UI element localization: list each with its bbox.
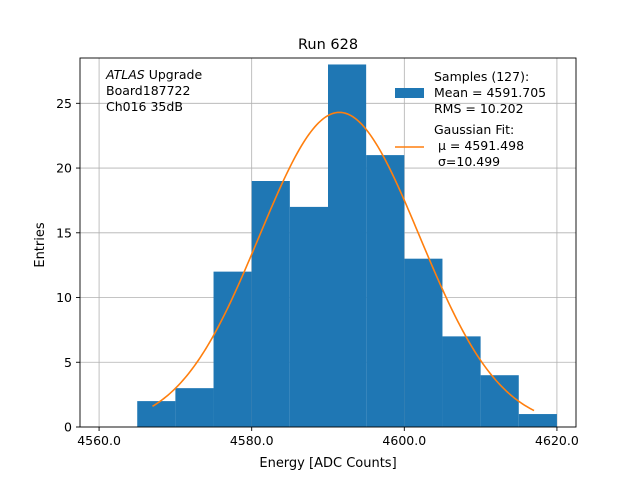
histogram-bar bbox=[442, 336, 481, 427]
legend-patch bbox=[395, 88, 424, 98]
y-tick-label: 10 bbox=[56, 290, 72, 305]
legend-label: Gaussian Fit: bbox=[434, 122, 514, 137]
histogram-bar bbox=[137, 401, 176, 427]
histogram-bars bbox=[137, 64, 557, 427]
fit-curve bbox=[152, 111, 535, 412]
x-tick-label: 4560.0 bbox=[77, 433, 121, 448]
y-tick-label: 5 bbox=[64, 355, 72, 370]
legend: Samples (127): Mean = 4591.705 RMS = 10.… bbox=[395, 69, 546, 169]
chart-title: Run 628 bbox=[298, 37, 358, 53]
legend-label: RMS = 10.202 bbox=[434, 101, 524, 116]
x-tick-label: 4580.0 bbox=[230, 433, 274, 448]
histogram-bar bbox=[328, 64, 367, 427]
annotation-text: ATLAS Upgrade Board187722 Ch016 35dB bbox=[105, 67, 202, 114]
x-axis-label: Energy [ADC Counts] bbox=[259, 456, 396, 471]
histogram-bar bbox=[213, 271, 252, 427]
histogram-bar bbox=[480, 375, 519, 427]
annotation-line: ATLAS Upgrade bbox=[105, 67, 202, 82]
legend-label: Samples (127): bbox=[434, 69, 529, 84]
y-axis-label: Entries bbox=[33, 222, 48, 268]
y-tick-label: 15 bbox=[56, 225, 72, 240]
axes bbox=[79, 57, 577, 428]
gaussian-fit bbox=[152, 111, 535, 412]
y-tick-label: 25 bbox=[56, 96, 72, 111]
histogram-bar bbox=[251, 181, 290, 427]
ticks: 4560.0 4580.0 4600.0 4620.0 0 5 10 15 20 25 bbox=[56, 96, 579, 448]
legend-label: σ=10.499 bbox=[438, 154, 500, 169]
annotation-line: Ch016 35dB bbox=[106, 99, 183, 114]
plot-frame bbox=[79, 57, 577, 428]
histogram-bar bbox=[404, 258, 443, 427]
annotation-line: Board187722 bbox=[106, 83, 190, 98]
histogram-bar bbox=[518, 414, 557, 427]
y-tick-label: 0 bbox=[64, 420, 72, 435]
x-tick-label: 4600.0 bbox=[382, 433, 426, 448]
histogram-bar bbox=[366, 155, 405, 427]
histogram-bar bbox=[175, 388, 214, 427]
legend-label: μ = 4591.498 bbox=[438, 138, 524, 153]
legend-label: Mean = 4591.705 bbox=[434, 85, 546, 100]
y-tick-label: 20 bbox=[56, 161, 72, 176]
histogram-bar bbox=[289, 206, 328, 427]
x-tick-label: 4620.0 bbox=[535, 433, 579, 448]
